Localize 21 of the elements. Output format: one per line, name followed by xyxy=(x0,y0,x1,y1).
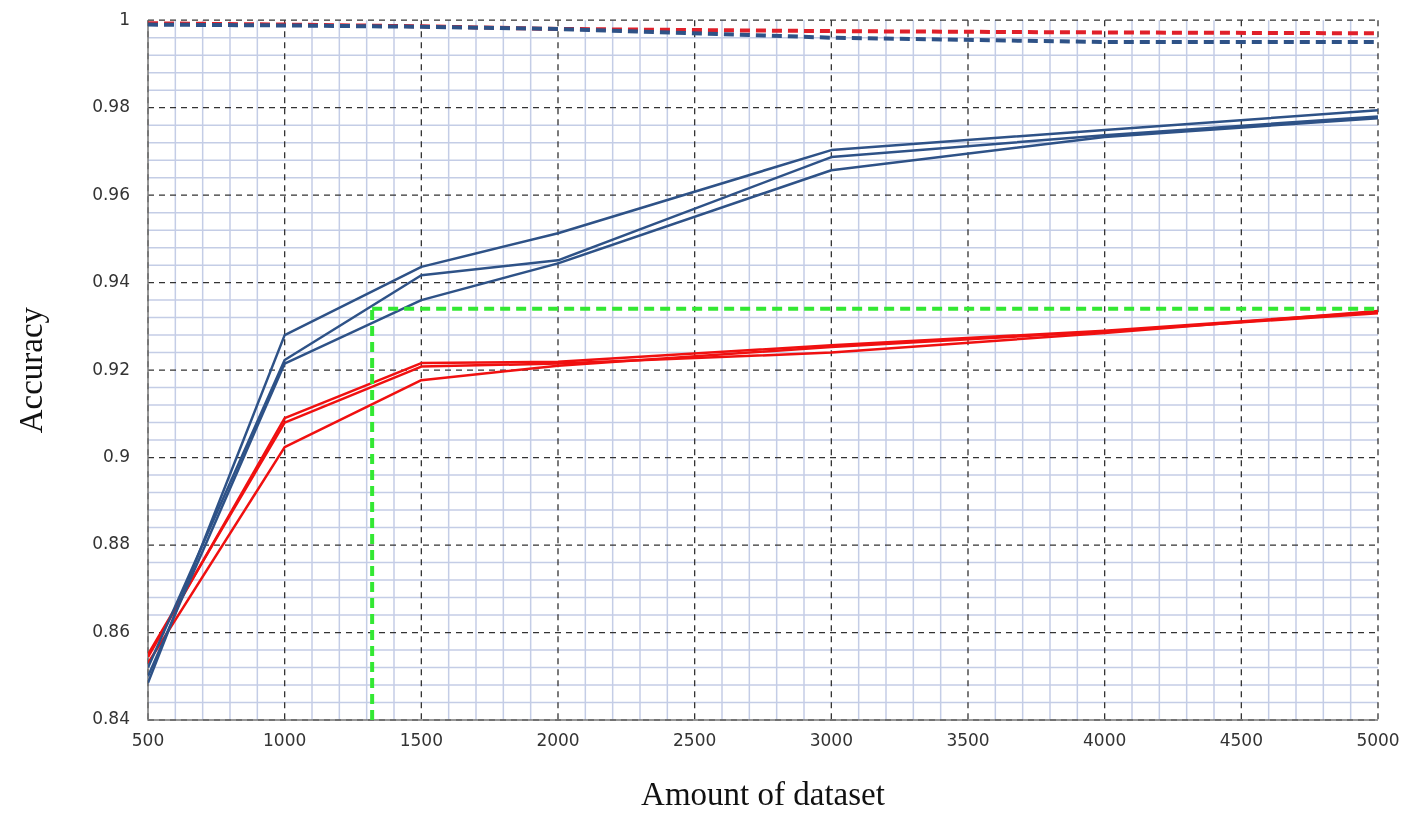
y-tick-label: 0.98 xyxy=(92,96,130,117)
y-tick-label: 0.92 xyxy=(92,358,130,379)
y-tick-label: 0.96 xyxy=(92,183,130,204)
x-tick-label: 1000 xyxy=(263,729,307,750)
y-tick-label: 0.86 xyxy=(92,620,130,641)
x-tick-label: 4000 xyxy=(1083,729,1127,750)
y-tick-label: 0.9 xyxy=(102,446,130,466)
x-tick-label: 5000 xyxy=(1356,729,1400,750)
x-axis-title: Amount of dataset xyxy=(641,775,885,812)
x-tick-label: 3500 xyxy=(946,729,990,750)
y-tick-label: 0.94 xyxy=(92,271,130,292)
y-axis-title: Accuracy xyxy=(13,306,50,434)
y-tick-label: 0.84 xyxy=(92,708,130,729)
x-tick-label: 500 xyxy=(131,729,165,750)
y-tick-label: 0.88 xyxy=(92,533,130,554)
y-tick-label: 1 xyxy=(119,8,130,29)
x-tick-label: 4500 xyxy=(1219,729,1263,750)
x-tick-label: 2000 xyxy=(536,729,580,750)
x-tick-label: 2500 xyxy=(673,729,717,750)
x-tick-label: 3000 xyxy=(809,729,853,750)
x-tick-label: 1500 xyxy=(399,729,443,750)
